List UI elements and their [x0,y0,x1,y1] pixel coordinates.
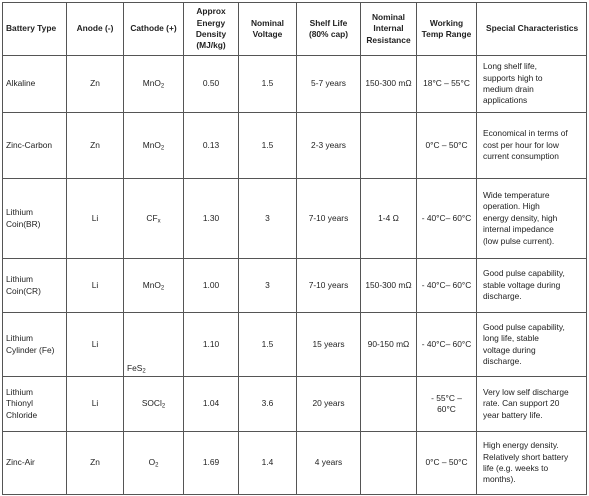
cell-voltage: 1.5 [238,312,297,377]
cell-resistance [360,431,417,495]
header-cathode: Cathode (+) [123,2,184,56]
cell-voltage: 1.5 [238,55,297,113]
cell-battery-type: Lithium Coin(BR) [2,178,67,259]
cell-temp-range: - 40°C– 60°C [416,312,477,377]
table-row: Lithium Thionyl Chloride Li SOCl2 1.04 3… [2,376,587,432]
table-row: Alkaline Zn MnO2 0.50 1.5 5-7 years 150-… [2,55,587,113]
cell-shelf-life: 2-3 years [296,112,361,179]
cell-cathode: SOCl2 [123,376,184,432]
cell-cathode: O2 [123,431,184,495]
cell-shelf-life: 15 years [296,312,361,377]
cell-special-characteristics: Very low self discharge rate. Can suppor… [476,376,587,432]
cell-resistance: 150-300 mΩ [360,258,417,313]
cell-shelf-life: 7-10 years [296,178,361,259]
cell-resistance: 1-4 Ω [360,178,417,259]
cell-voltage: 1.5 [238,112,297,179]
table-row: Zinc-Air Zn O2 1.69 1.4 4 years 0°C – 50… [2,431,587,495]
cell-voltage: 1.4 [238,431,297,495]
cell-temp-range: - 55°C – 60°C [416,376,477,432]
table-row: Lithium Cylinder (Fe) Li FeS2 1.10 1.5 1… [2,312,587,377]
cell-temp-range: - 40°C– 60°C [416,258,477,313]
cell-energy-density: 1.00 [183,258,239,313]
cell-battery-type: Lithium Cylinder (Fe) [2,312,67,377]
cell-battery-type: Alkaline [2,55,67,113]
cell-voltage: 3 [238,258,297,313]
cell-cathode: MnO2 [123,258,184,313]
cell-energy-density: 1.69 [183,431,239,495]
table-row: Lithium Coin(CR) Li MnO2 1.00 3 7-10 yea… [2,258,587,313]
cell-voltage: 3.6 [238,376,297,432]
header-shelf-life: Shelf Life (80% cap) [296,2,361,56]
cell-energy-density: 1.10 [183,312,239,377]
cell-temp-range: - 40°C– 60°C [416,178,477,259]
cell-anode: Li [66,312,124,377]
cell-special-characteristics: Long shelf life, supports high to medium… [476,55,587,113]
header-anode: Anode (-) [66,2,124,56]
cell-shelf-life: 5-7 years [296,55,361,113]
cell-resistance: 150-300 mΩ [360,55,417,113]
cell-anode: Li [66,178,124,259]
cell-energy-density: 1.04 [183,376,239,432]
cell-special-characteristics: High energy density. Relatively short ba… [476,431,587,495]
cell-energy-density: 0.50 [183,55,239,113]
cell-energy-density: 1.30 [183,178,239,259]
cell-battery-type: Lithium Coin(CR) [2,258,67,313]
table-row: Zinc-Carbon Zn MnO2 0.13 1.5 2-3 years 0… [2,112,587,179]
header-temp-range: Working Temp Range [416,2,477,56]
header-row: Battery Type Anode (-) Cathode (+) Appro… [2,2,587,56]
cell-cathode: CFx [123,178,184,259]
header-internal-resistance: Nominal Internal Resistance [360,2,417,56]
cell-cathode: FeS2 [123,312,184,377]
cell-cathode: MnO2 [123,112,184,179]
header-nominal-voltage: Nominal Voltage [238,2,297,56]
cell-temp-range: 0°C – 50°C [416,431,477,495]
cell-shelf-life: 20 years [296,376,361,432]
cell-special-characteristics: Good pulse capability, long life, stable… [476,312,587,377]
cell-special-characteristics: Economical in terms of cost per hour for… [476,112,587,179]
cell-battery-type: Zinc-Carbon [2,112,67,179]
cell-special-characteristics: Good pulse capability, stable voltage du… [476,258,587,313]
cell-anode: Zn [66,431,124,495]
cell-cathode: MnO2 [123,55,184,113]
cell-temp-range: 18°C – 55°C [416,55,477,113]
cell-battery-type: Lithium Thionyl Chloride [2,376,67,432]
cell-energy-density: 0.13 [183,112,239,179]
cell-temp-range: 0°C – 50°C [416,112,477,179]
cell-anode: Zn [66,112,124,179]
cell-resistance [360,112,417,179]
cell-special-characteristics: Wide temperature operation. High energy … [476,178,587,259]
table-row: Lithium Coin(BR) Li CFx 1.30 3 7-10 year… [2,178,587,259]
cell-anode: Zn [66,55,124,113]
cell-battery-type: Zinc-Air [2,431,67,495]
header-energy-density: Approx Energy Density (MJ/kg) [183,2,239,56]
cell-resistance: 90-150 mΩ [360,312,417,377]
header-special-characteristics: Special Characteristics [476,2,587,56]
cell-anode: Li [66,258,124,313]
cell-shelf-life: 7-10 years [296,258,361,313]
header-battery-type: Battery Type [2,2,67,56]
cell-voltage: 3 [238,178,297,259]
cell-anode: Li [66,376,124,432]
cell-shelf-life: 4 years [296,431,361,495]
cell-resistance [360,376,417,432]
